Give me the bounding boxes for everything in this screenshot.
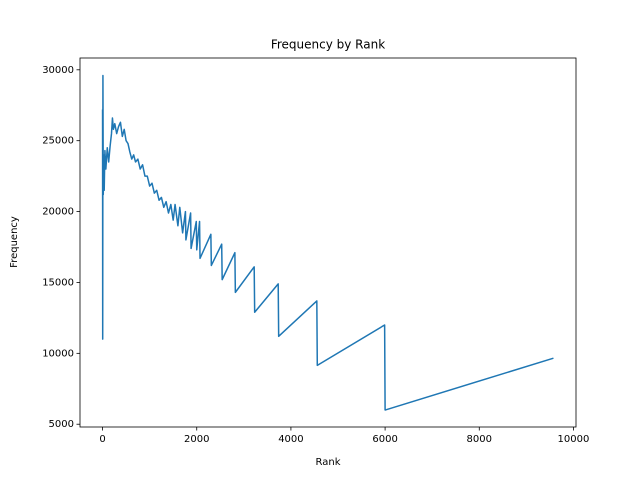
- y-axis-label: Frequency: [9, 216, 20, 268]
- x-tick-label: 6000: [372, 434, 397, 445]
- y-tick-label: 30000: [42, 65, 74, 76]
- y-tick-label: 25000: [42, 136, 74, 147]
- y-tick-label: 15000: [42, 277, 74, 288]
- x-tick-label: 4000: [278, 434, 303, 445]
- x-tick-label: 2000: [184, 434, 209, 445]
- x-tick-label: 10000: [558, 434, 590, 445]
- x-tick-label: 8000: [467, 434, 492, 445]
- y-tick-label: 5000: [49, 419, 74, 430]
- y-tick-label: 20000: [42, 207, 74, 218]
- x-tick-label: 0: [99, 434, 105, 445]
- data-line: [101, 74, 554, 411]
- plot-frame: [79, 57, 577, 428]
- x-axis-label: Rank: [316, 457, 341, 468]
- y-tick-label: 10000: [42, 348, 74, 359]
- chart-title: Frequency by Rank: [271, 38, 385, 52]
